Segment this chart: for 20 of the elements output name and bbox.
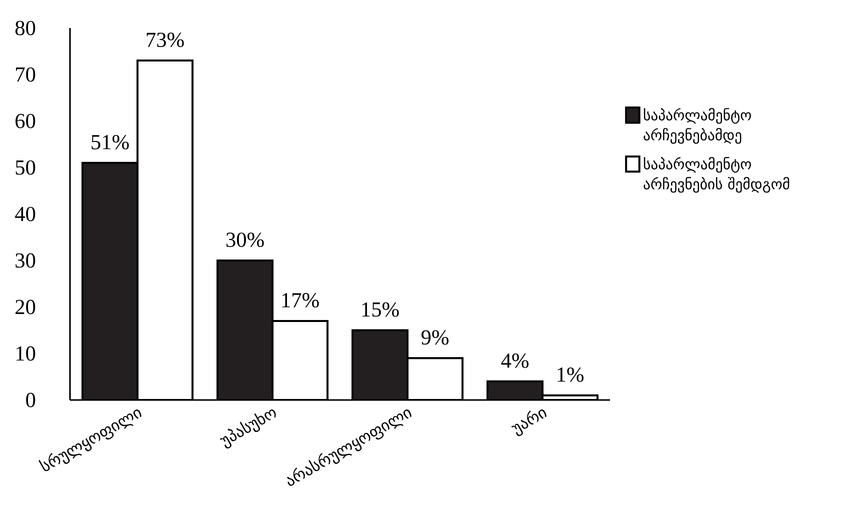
y-tick-label: 40 [15,206,36,222]
data-label: 9% [421,330,448,345]
data-label: 15% [362,302,399,317]
y-tick-label: 70 [16,67,36,82]
x-tick-label: უარი [511,410,546,436]
y-tick-label: 80 [15,20,36,36]
y-tick-label: 0 [26,392,36,408]
text: საპარლამენტო არჩევნების შემდგომ [644,156,790,193]
data-label: 1% [558,367,584,382]
data-label: 30% [226,232,264,248]
y-tick-label: 60 [16,114,36,128]
y-tick-label: 50 [16,160,36,175]
y-tick-label: 30 [16,253,36,268]
legend-label: საპარლამენტო არჩევნებამდე [644,108,751,144]
data-label: 17% [282,293,319,308]
data-label: 51% [92,134,129,150]
data-label: 73% [146,32,184,48]
y-tick-label: 10 [16,346,36,361]
y-tick-label: 20 [16,300,36,314]
data-label: 4% [501,353,528,368]
